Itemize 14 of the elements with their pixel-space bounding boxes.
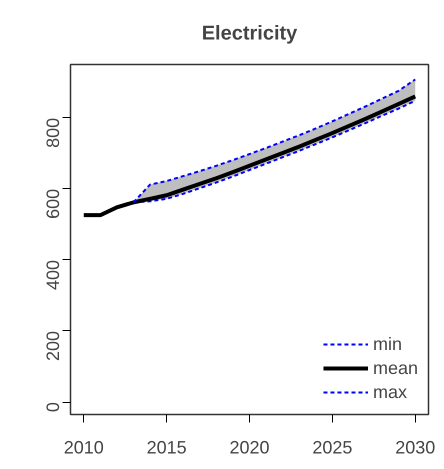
y-tick-label: 800 bbox=[43, 118, 63, 148]
x-tick-label: 2025 bbox=[312, 438, 352, 458]
y-tick-label: 600 bbox=[43, 188, 63, 219]
legend-label: mean bbox=[372, 356, 418, 380]
x-tick-label: 2010 bbox=[64, 438, 104, 458]
chart-title: Electricity bbox=[202, 22, 298, 44]
x-tick-label: 2020 bbox=[229, 438, 270, 458]
y-tick-label: 200 bbox=[43, 330, 63, 362]
x-tick-label: 2015 bbox=[146, 438, 187, 458]
legend-label: min bbox=[372, 332, 402, 356]
legend-label: max bbox=[372, 380, 407, 404]
y-tick-label: 400 bbox=[43, 260, 63, 290]
y-tick-label: 0 bbox=[43, 402, 63, 412]
x-tick-label: 2030 bbox=[395, 438, 436, 458]
